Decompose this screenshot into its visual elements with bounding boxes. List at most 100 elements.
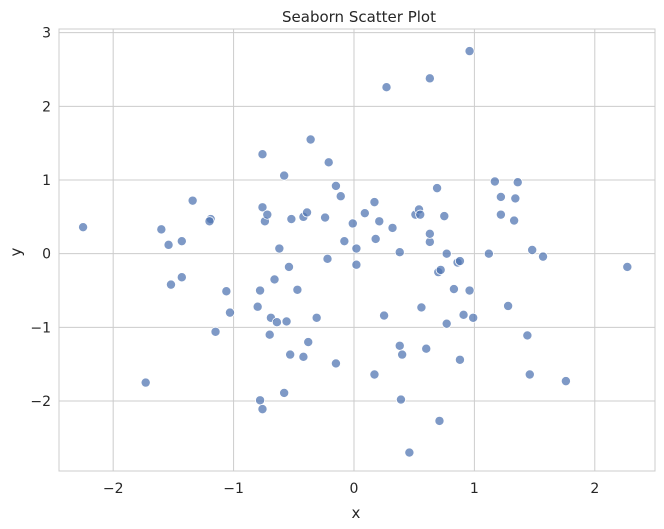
data-point [330, 358, 341, 369]
data-point [381, 82, 392, 93]
data-point [347, 218, 358, 229]
y-tick-label: −1 [30, 320, 51, 336]
plot-frame [58, 28, 656, 472]
data-point [522, 330, 533, 341]
data-point [397, 349, 408, 360]
data-point [283, 261, 294, 272]
y-tick-label: −2 [30, 394, 51, 410]
data-point [156, 224, 167, 235]
data-point [165, 279, 176, 290]
data-point [292, 284, 303, 295]
data-point [305, 134, 316, 145]
data-point [464, 46, 475, 57]
data-point [320, 212, 331, 223]
x-tick-labels: −2 −1 0 1 2 [103, 481, 599, 497]
data-point [176, 236, 187, 247]
data-point [468, 312, 479, 323]
data-point [351, 243, 362, 254]
data-point [279, 387, 290, 398]
x-axis-label: x [352, 504, 361, 522]
data-point [510, 193, 521, 204]
data-point [255, 285, 266, 296]
data-point [257, 404, 268, 415]
grid [59, 29, 655, 471]
x-tick-label: 1 [470, 481, 479, 497]
data-point [394, 340, 405, 351]
data-point [374, 216, 385, 227]
data-point [187, 195, 198, 206]
data-point [560, 376, 571, 387]
data-point [257, 202, 268, 213]
data-point [524, 369, 535, 380]
data-point [448, 284, 459, 295]
data-point [210, 326, 221, 337]
data-point [379, 310, 390, 321]
data-point [432, 183, 443, 194]
data-point [454, 256, 465, 267]
data-point [424, 228, 435, 239]
data-point [512, 177, 523, 188]
data-point [454, 354, 465, 365]
data-points [78, 46, 633, 458]
data-point [527, 244, 538, 255]
data-point [322, 253, 333, 264]
data-point [335, 191, 346, 202]
data-point [140, 377, 151, 388]
data-point [441, 318, 452, 329]
data-point [298, 351, 309, 362]
data-point [269, 274, 280, 285]
data-point [224, 307, 235, 318]
data-point [279, 170, 290, 181]
data-point [323, 157, 334, 168]
data-point [416, 302, 427, 313]
data-point [439, 211, 450, 222]
data-point [286, 214, 297, 225]
data-point [404, 447, 415, 458]
data-point [255, 395, 266, 406]
data-point [281, 316, 292, 327]
data-point [538, 251, 549, 262]
data-point [421, 343, 432, 354]
data-point [394, 247, 405, 258]
x-tick-label: 0 [350, 481, 359, 497]
data-point [458, 309, 469, 320]
data-point [330, 180, 341, 191]
y-tick-label: 0 [42, 247, 51, 263]
data-point [78, 222, 89, 233]
data-point [503, 300, 514, 311]
data-point [435, 264, 446, 275]
y-tick-label: 1 [42, 173, 51, 189]
y-tick-labels: −2 −1 0 1 2 3 [30, 26, 51, 410]
data-point [221, 286, 232, 297]
data-point [285, 349, 296, 360]
data-point [264, 329, 275, 340]
data-point [351, 259, 362, 270]
x-tick-label: 2 [590, 481, 599, 497]
data-point [257, 149, 268, 160]
data-point [369, 197, 380, 208]
x-tick-label: −2 [103, 481, 124, 497]
data-point [302, 207, 313, 218]
data-point [311, 312, 322, 323]
y-tick-label: 2 [42, 99, 51, 115]
data-point [415, 209, 426, 220]
y-axis-label: y [7, 247, 25, 256]
data-point [252, 301, 263, 312]
data-point [274, 243, 285, 254]
data-point [370, 233, 381, 244]
data-point [483, 248, 494, 259]
data-point [441, 248, 452, 259]
data-point [395, 394, 406, 405]
data-point [495, 191, 506, 202]
x-tick-label: −1 [223, 481, 244, 497]
data-point [489, 176, 500, 187]
data-point [387, 222, 398, 233]
data-point [176, 272, 187, 283]
data-point [434, 415, 445, 426]
data-point [271, 317, 282, 328]
data-point [495, 209, 506, 220]
data-point [359, 208, 370, 219]
y-tick-label: 3 [42, 26, 51, 42]
data-point [424, 73, 435, 84]
data-point [464, 285, 475, 296]
